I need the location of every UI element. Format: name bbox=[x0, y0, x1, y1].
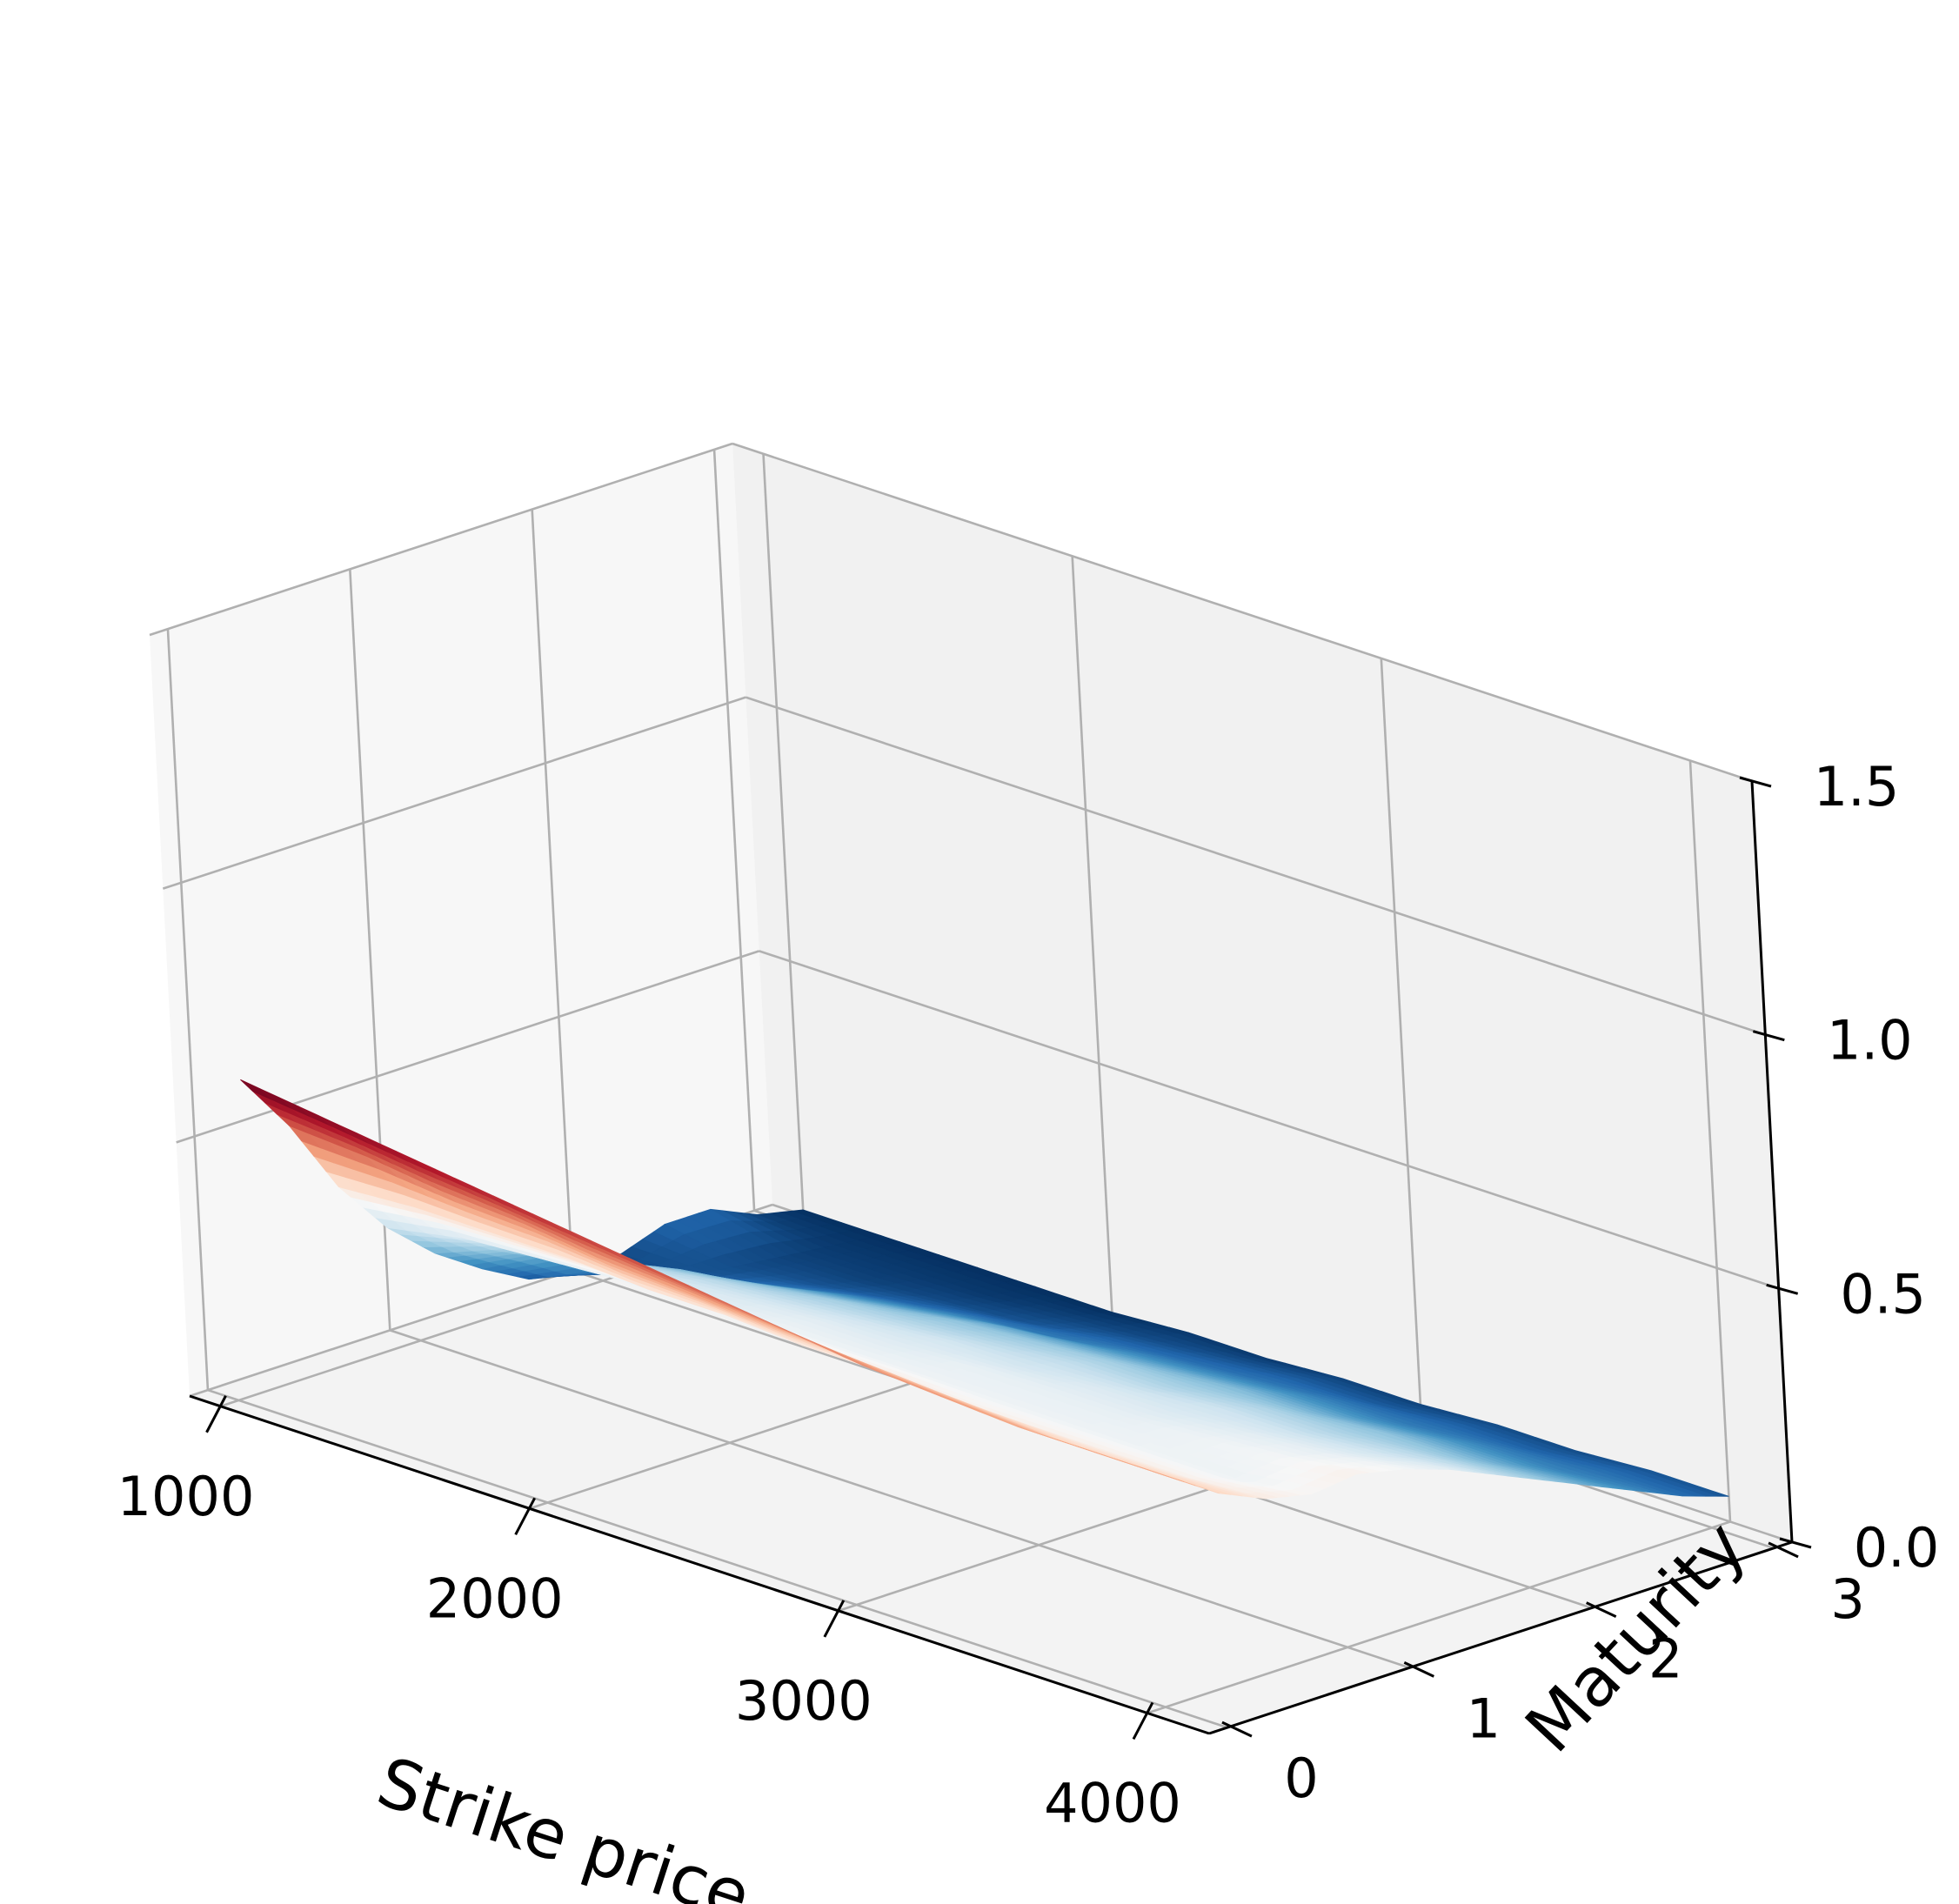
x-tick-label: 3000 bbox=[735, 1669, 873, 1733]
z-grid-back bbox=[759, 950, 1780, 1290]
y-tick-mark bbox=[1768, 1541, 1799, 1559]
x-axis-line bbox=[189, 1394, 1210, 1735]
y-grid-floor bbox=[389, 1329, 1410, 1669]
z-tick-mark bbox=[1779, 1537, 1812, 1549]
left-pane bbox=[150, 444, 772, 1396]
z-tick-mark bbox=[1752, 1030, 1785, 1042]
z-grid-back bbox=[732, 442, 1753, 783]
x-tick-mark bbox=[205, 1395, 227, 1433]
z-grid-left bbox=[162, 696, 746, 890]
z-tick-label: 0.0 bbox=[1854, 1516, 1940, 1580]
x-grid-back bbox=[1380, 658, 1423, 1420]
y-grid-floor bbox=[207, 1388, 1228, 1729]
y-tick-label: 2 bbox=[1648, 1627, 1682, 1691]
axis-lines bbox=[189, 780, 1794, 1735]
x-grid-back bbox=[762, 453, 805, 1215]
y-tick-label: 0 bbox=[1284, 1747, 1318, 1810]
z-tick-label: 1.5 bbox=[1814, 755, 1900, 818]
surface-patch bbox=[1153, 1471, 1185, 1482]
x-tick-mark bbox=[514, 1497, 536, 1536]
surface-plot bbox=[240, 1079, 1729, 1500]
x-tick-mark bbox=[1132, 1701, 1154, 1740]
y-tick-mark bbox=[1586, 1601, 1617, 1618]
axis-panes bbox=[150, 444, 1792, 1734]
y-grid-left bbox=[166, 629, 210, 1391]
tick-marks: 1000 2000 3000 4000 0 1 2 30.0 0.5 1.0 1.5 bbox=[117, 755, 1940, 1834]
x-tick-label: 2000 bbox=[426, 1567, 564, 1630]
y-tick-mark bbox=[1403, 1661, 1434, 1678]
x-tick-label: 1000 bbox=[117, 1465, 255, 1528]
z-tick-label: 0.5 bbox=[1840, 1262, 1926, 1326]
z-tick-mark bbox=[1739, 776, 1772, 788]
z-grid-back bbox=[745, 696, 1766, 1036]
back-pane bbox=[732, 444, 1792, 1542]
y-tick-mark bbox=[1221, 1720, 1253, 1738]
x-tick-mark bbox=[823, 1600, 846, 1638]
x-tick-label: 4000 bbox=[1044, 1771, 1181, 1834]
z-axis-line bbox=[1750, 780, 1794, 1543]
x-grid-floor bbox=[1147, 1520, 1731, 1714]
x-grid-back bbox=[1688, 760, 1732, 1522]
z-tick-mark bbox=[1766, 1283, 1799, 1295]
x-axis-title: Strike price bbox=[368, 1743, 759, 1904]
z-grid-left bbox=[149, 442, 733, 637]
y-grid-left bbox=[531, 509, 573, 1271]
y-tick-label: 3 bbox=[1830, 1567, 1864, 1631]
z-tick-label: 1.0 bbox=[1827, 1009, 1913, 1072]
y-tick-label: 1 bbox=[1467, 1687, 1501, 1750]
y-grid-left bbox=[712, 449, 756, 1211]
floor-pane bbox=[190, 1205, 1792, 1734]
x-grid-back bbox=[1071, 556, 1113, 1318]
y-axis-line bbox=[1208, 1540, 1793, 1735]
